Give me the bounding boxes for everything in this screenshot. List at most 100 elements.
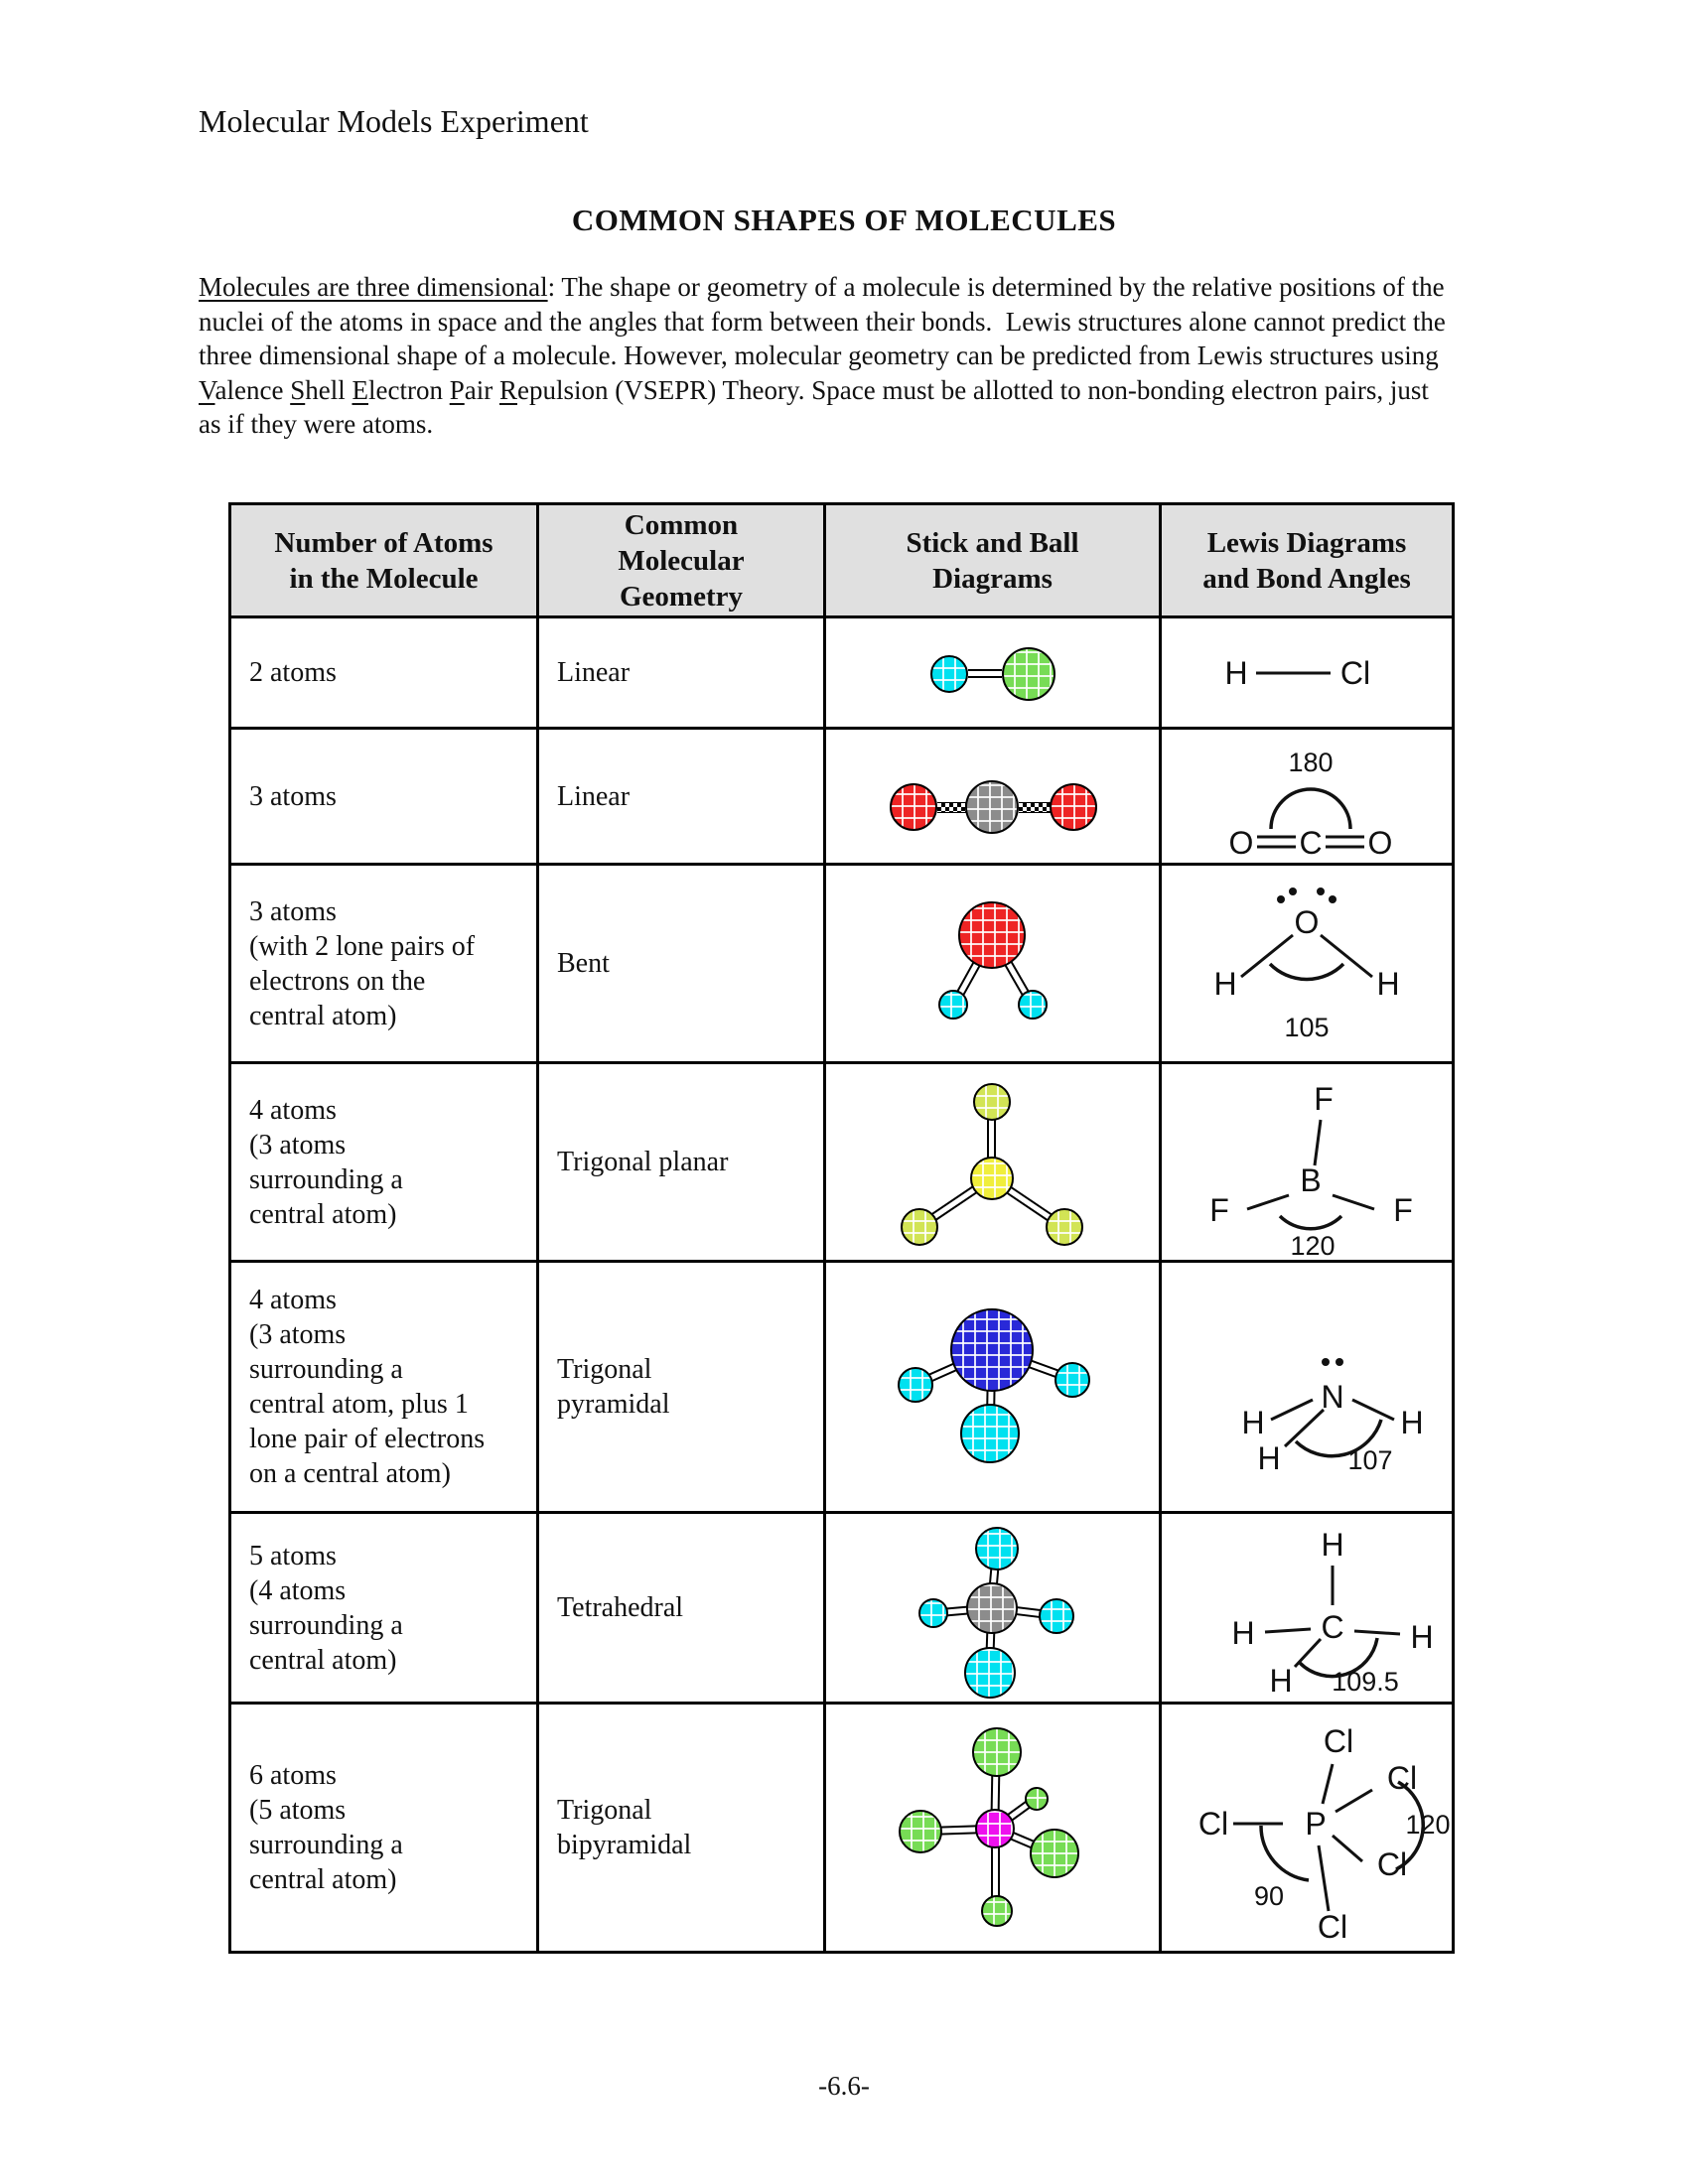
row-atoms-label: 6 atoms (5 atoms surrounding a central a…	[231, 1705, 539, 1951]
lone-pair-dots	[1322, 1358, 1330, 1366]
stick-ball-diagram-linear-3atoms	[826, 730, 1162, 866]
atom-label: H	[1231, 1615, 1254, 1651]
row-geometry-label: Linear	[539, 618, 826, 730]
atom-label: H	[1213, 966, 1236, 1002]
atom-ball	[981, 1895, 1013, 1927]
atom-label: P	[1305, 1806, 1326, 1842]
angle-arc	[1268, 962, 1345, 982]
bond-stick	[1019, 802, 1052, 813]
atom-label: H	[1400, 1405, 1423, 1440]
bond-line	[1264, 1627, 1312, 1634]
atom-label: Cl	[1324, 1723, 1353, 1759]
bond-line	[1270, 1398, 1314, 1422]
angle-arc	[1395, 1780, 1425, 1871]
intro-line-3: three dimensional shape of a molecule. H…	[199, 341, 1439, 370]
angle-arc	[1269, 787, 1352, 830]
atom-ball	[950, 1308, 1034, 1392]
atom-ball	[930, 655, 968, 693]
atom-label: Cl	[1387, 1760, 1417, 1796]
atom-ball	[1046, 1208, 1083, 1246]
atom-label: Cl	[1198, 1806, 1228, 1842]
atom-ball	[975, 1527, 1019, 1570]
atom-ball	[938, 990, 968, 1020]
atom-ball	[1039, 1598, 1074, 1634]
stick-ball-diagram-linear-2atoms	[826, 618, 1162, 730]
bond-line	[1320, 933, 1373, 979]
column-header-stick-and-ball: Stick and Ball Diagrams	[826, 505, 1162, 618]
atom-ball	[958, 901, 1026, 969]
row-geometry-label: Trigonal planar	[539, 1064, 826, 1263]
atom-ball	[960, 1404, 1020, 1463]
bond-angle-label: 107	[1347, 1445, 1392, 1475]
bond-line	[1317, 1844, 1331, 1912]
bond-angle-label: 90	[1254, 1881, 1284, 1911]
row-geometry-label: Tetrahedral	[539, 1514, 826, 1705]
bond-line	[1246, 1193, 1290, 1211]
lone-pair-dots	[1329, 895, 1336, 903]
atom-label: Cl	[1340, 655, 1370, 691]
atom-ball	[1025, 1787, 1049, 1811]
row-geometry-label: Linear	[539, 730, 826, 866]
page-title: COMMON SHAPES OF MOLECULES	[571, 203, 1117, 237]
lewis-diagram-bf3: F B F F 120	[1162, 1064, 1452, 1263]
bond-stick	[968, 669, 1002, 678]
atom-ball	[972, 1727, 1022, 1777]
atom-label: H	[1269, 1663, 1292, 1696]
stick-ball-diagram-trigonal-pyramidal	[826, 1263, 1162, 1514]
lone-pair-dots	[1336, 1358, 1343, 1366]
atom-ball	[1055, 1362, 1090, 1398]
bond-line	[1293, 1637, 1323, 1669]
bond-line	[1332, 1193, 1375, 1211]
row-atoms-label: 4 atoms (3 atoms surrounding a central a…	[231, 1263, 539, 1514]
atom-label: H	[1241, 1405, 1264, 1440]
atom-ball	[965, 780, 1019, 834]
column-header-geometry: Common Molecular Geometry	[539, 505, 826, 618]
atom-ball	[973, 1083, 1011, 1121]
bond-line	[1335, 1788, 1373, 1814]
stick-ball-diagram-tetrahedral	[826, 1514, 1162, 1705]
row-atoms-label: 3 atoms (with 2 lone pairs of electrons …	[231, 866, 539, 1064]
column-header-number-of-atoms: Number of Atoms in the Molecule	[231, 505, 539, 618]
atom-ball	[1018, 990, 1048, 1020]
atom-ball	[1050, 783, 1097, 831]
lone-pair-dots	[1317, 887, 1325, 895]
row-atoms-label: 5 atoms (4 atoms surrounding a central a…	[231, 1514, 539, 1705]
bond-angle-label: 109.5	[1332, 1667, 1399, 1696]
intro-line-1: Molecules are three dimensional: The sha…	[199, 272, 1445, 302]
atom-ball	[918, 1598, 948, 1628]
atom-label: H	[1410, 1619, 1433, 1655]
lewis-diagram-nh3: N H H H 107	[1162, 1263, 1452, 1514]
column-header-lewis-diagrams: Lewis Diagrams and Bond Angles	[1162, 505, 1452, 618]
row-geometry-label: Bent	[539, 866, 826, 1064]
lewis-diagram-co2: 180 O C O	[1162, 730, 1452, 866]
row-atoms-label: 4 atoms (3 atoms surrounding a central a…	[231, 1064, 539, 1263]
atom-label: O	[1295, 904, 1320, 940]
stick-ball-diagram-trigonal-bipyramidal	[826, 1705, 1162, 1951]
bond-angle-label: 105	[1284, 1013, 1329, 1042]
row-atoms-label: 3 atoms	[231, 730, 539, 866]
atom-ball	[970, 1157, 1014, 1200]
lone-pair-dots	[1277, 895, 1285, 903]
angle-arc	[1278, 1214, 1343, 1231]
bond-line	[1353, 1629, 1401, 1636]
lewis-diagram-ch4: H C H H H 109.5	[1162, 1514, 1452, 1705]
intro-line-5: as if they were atoms.	[199, 409, 434, 439]
lewis-diagram-hcl: H Cl	[1162, 618, 1452, 730]
atom-ball	[966, 1582, 1018, 1634]
atom-label: O	[1229, 825, 1254, 861]
lewis-diagram-pcl5: Cl P Cl Cl Cl Cl 90 120	[1162, 1705, 1452, 1951]
angle-arc	[1259, 1825, 1310, 1882]
atom-label: F	[1393, 1192, 1413, 1228]
atom-ball	[899, 1810, 942, 1853]
bond-line	[1332, 1834, 1363, 1863]
stick-ball-diagram-bent	[826, 866, 1162, 1064]
atom-ball	[975, 1809, 1015, 1848]
atom-ball	[1030, 1829, 1079, 1878]
stick-ball-diagram-trigonal-planar	[826, 1064, 1162, 1263]
atom-label: H	[1224, 655, 1247, 691]
underlined-phrase: Molecules are three dimensional	[199, 272, 548, 302]
atom-ball	[964, 1647, 1016, 1699]
atom-ball	[901, 1208, 938, 1246]
bond-line	[1283, 1408, 1326, 1448]
